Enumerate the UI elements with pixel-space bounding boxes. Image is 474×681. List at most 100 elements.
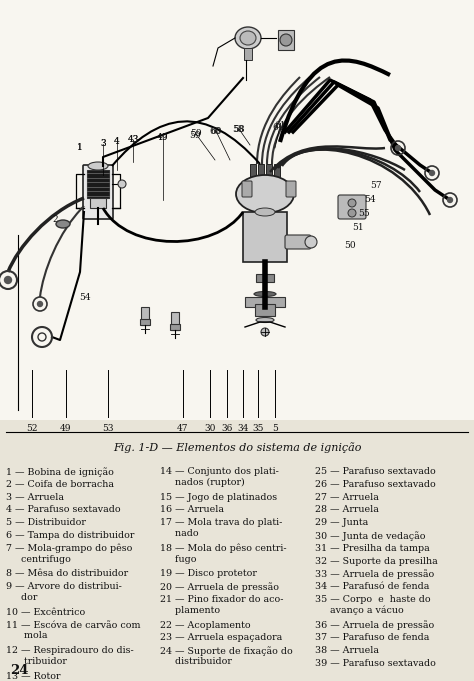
Ellipse shape [236, 175, 294, 213]
Text: 43: 43 [128, 136, 139, 144]
Circle shape [261, 328, 269, 336]
Text: mola: mola [6, 631, 47, 640]
Text: 3: 3 [100, 140, 106, 148]
Text: distribuidor: distribuidor [160, 657, 232, 666]
FancyBboxPatch shape [338, 195, 366, 219]
Circle shape [447, 197, 453, 202]
Text: 36: 36 [221, 424, 233, 433]
Text: 34 — Parafusó de fenda: 34 — Parafusó de fenda [315, 582, 429, 591]
Text: 16 — Arruela: 16 — Arruela [160, 505, 224, 514]
Bar [90, 198, 106, 208]
Circle shape [118, 180, 126, 188]
Text: 1: 1 [77, 144, 83, 153]
Text: 13 — Rotor: 13 — Rotor [6, 671, 61, 681]
Bar [244, 48, 252, 60]
Text: Fig. 1-D — Elementos do sistema de ignição: Fig. 1-D — Elementos do sistema de igniç… [113, 443, 361, 454]
Text: 33 — Arruela de pressão: 33 — Arruela de pressão [315, 569, 434, 579]
Text: 30: 30 [204, 424, 216, 433]
Text: 4 — Parafuso sextavado: 4 — Parafuso sextavado [6, 505, 120, 514]
Text: 11 — Escóva de carvão com: 11 — Escóva de carvão com [6, 620, 140, 630]
Text: 60: 60 [210, 127, 222, 136]
Text: nado: nado [160, 529, 199, 538]
Text: 5: 5 [272, 424, 278, 433]
Text: 19 — Disco protetor: 19 — Disco protetor [160, 569, 257, 578]
Ellipse shape [256, 317, 274, 323]
Text: 7 — Mola-grampo do pêso: 7 — Mola-grampo do pêso [6, 544, 132, 553]
Bar [87, 170, 109, 198]
Text: 29 — Junta: 29 — Junta [315, 518, 368, 527]
Text: 51: 51 [352, 223, 364, 232]
Text: 49: 49 [60, 424, 72, 433]
Circle shape [429, 170, 435, 176]
Text: 26 — Parafuso sextavado: 26 — Parafuso sextavado [315, 480, 436, 489]
Bar [243, 212, 287, 262]
Bar [245, 297, 285, 307]
Text: 47: 47 [177, 424, 189, 433]
Bar [255, 304, 275, 316]
Circle shape [4, 276, 11, 283]
Text: 34: 34 [237, 424, 249, 433]
Text: 31 — Presilha da tampa: 31 — Presilha da tampa [315, 544, 430, 553]
Ellipse shape [255, 208, 275, 216]
Text: 35: 35 [252, 424, 264, 433]
Text: 25 — Parafuso sextavado: 25 — Parafuso sextavado [315, 467, 436, 476]
Text: 50: 50 [344, 240, 356, 249]
Text: 59: 59 [189, 131, 201, 140]
Bar [171, 312, 179, 330]
Bar [140, 319, 150, 325]
Bar [258, 164, 264, 180]
Text: 36 — Arruela de pressão: 36 — Arruela de pressão [315, 620, 434, 631]
Ellipse shape [88, 162, 108, 170]
Text: 18 — Mola do pêso centri-: 18 — Mola do pêso centri- [160, 544, 287, 553]
Text: 23 — Arruela espaçadora: 23 — Arruela espaçadora [160, 633, 282, 642]
Text: 9 — Arvore do distribui-: 9 — Arvore do distribui- [6, 582, 122, 591]
Text: 30 — Junta de vedação: 30 — Junta de vedação [315, 531, 426, 541]
Circle shape [37, 302, 43, 306]
Text: avanço a vácuo: avanço a vácuo [315, 606, 404, 616]
Text: 17 — Mola trava do plati-: 17 — Mola trava do plati- [160, 518, 283, 527]
Bar [0, 0, 474, 420]
Text: 32 — Suporte da presilha: 32 — Suporte da presilha [315, 556, 438, 566]
Text: tribuidor: tribuidor [6, 657, 67, 666]
Text: 54: 54 [364, 195, 376, 204]
Text: 15 — Jogo de platinados: 15 — Jogo de platinados [160, 492, 277, 502]
Text: 4: 4 [114, 138, 120, 146]
Text: 20 — Arruela de pressão: 20 — Arruela de pressão [160, 582, 279, 592]
Text: 5 — Distribuidor: 5 — Distribuidor [6, 518, 86, 527]
Text: centrifugo: centrifugo [6, 555, 71, 564]
Text: 2 — Coifa de borracha: 2 — Coifa de borracha [6, 480, 114, 489]
Text: 49: 49 [157, 133, 169, 142]
Text: 2: 2 [52, 215, 58, 225]
Text: 49: 49 [157, 133, 169, 142]
FancyBboxPatch shape [285, 235, 311, 249]
Text: 8 — Mêsa do distribuidor: 8 — Mêsa do distribuidor [6, 569, 128, 578]
Text: 35 — Corpo  e  haste do: 35 — Corpo e haste do [315, 595, 430, 604]
Bar [141, 307, 149, 325]
Text: 3: 3 [100, 140, 106, 148]
Text: 3 — Arruela: 3 — Arruela [6, 492, 64, 502]
Text: 6 — Tampa do distribuidor: 6 — Tampa do distribuidor [6, 531, 134, 540]
Bar [170, 324, 180, 330]
Text: 54: 54 [79, 294, 91, 302]
Text: 37 — Parafuso de fenda: 37 — Parafuso de fenda [315, 633, 429, 642]
Text: plamento: plamento [160, 606, 220, 615]
Text: nados (ruptor): nados (ruptor) [160, 478, 245, 487]
Bar [0, 420, 474, 681]
Text: 1: 1 [77, 144, 83, 153]
Text: 24 — Suporte de fixação do: 24 — Suporte de fixação do [160, 646, 293, 656]
Ellipse shape [235, 27, 261, 49]
Bar [256, 274, 274, 282]
Text: 61: 61 [272, 123, 284, 133]
Ellipse shape [265, 178, 273, 182]
Text: 59: 59 [190, 129, 202, 138]
Text: 58: 58 [232, 125, 244, 135]
FancyBboxPatch shape [286, 181, 296, 197]
Text: 24: 24 [10, 663, 28, 676]
Ellipse shape [273, 178, 281, 182]
Circle shape [395, 146, 401, 151]
Bar [266, 164, 272, 180]
Ellipse shape [56, 220, 70, 228]
Text: 55: 55 [358, 210, 370, 219]
Text: 53: 53 [102, 424, 114, 433]
Text: fugo: fugo [160, 555, 197, 564]
